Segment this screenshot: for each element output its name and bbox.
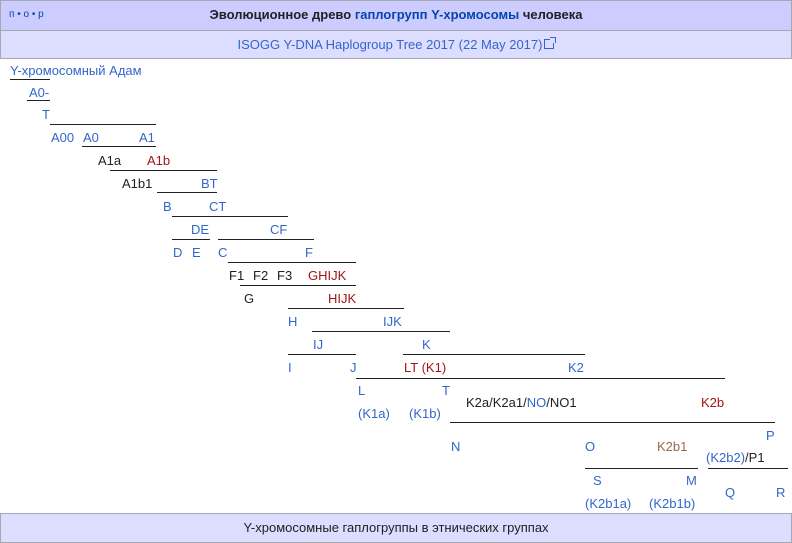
discuss-link[interactable]: о bbox=[23, 9, 30, 20]
node-a1b1: A1b1 bbox=[122, 176, 153, 191]
tree-line bbox=[192, 216, 288, 217]
navbox-subheader: ISOGG Y-DNA Haplogroup Tree 2017 (22 May… bbox=[0, 31, 792, 59]
tree-line bbox=[110, 170, 217, 171]
tree-line bbox=[450, 422, 775, 423]
node-j[interactable]: J bbox=[350, 360, 357, 375]
node-k2b2: (K2b2)/P1 bbox=[706, 450, 765, 465]
navbox-title: Эволюционное древо гаплогрупп Y-хромосом… bbox=[209, 7, 583, 22]
node-ghijk[interactable]: GHIJK bbox=[308, 268, 347, 283]
node-h[interactable]: H bbox=[288, 314, 298, 329]
node-p[interactable]: P bbox=[766, 428, 775, 443]
node-b[interactable]: B bbox=[163, 199, 172, 214]
tree-line bbox=[240, 285, 356, 286]
node-k2b1a: (K2b1a) bbox=[585, 496, 632, 511]
node-ijk[interactable]: IJK bbox=[383, 314, 402, 329]
node-a1b[interactable]: A1b bbox=[147, 153, 171, 168]
node-n[interactable]: N bbox=[451, 439, 461, 454]
node-f[interactable]: F bbox=[305, 245, 313, 260]
node-l[interactable]: L bbox=[358, 383, 366, 398]
tree-line bbox=[172, 239, 210, 240]
node-f1: F1 bbox=[229, 268, 245, 283]
node-k1b: (K1b) bbox=[409, 406, 441, 421]
node-i[interactable]: I bbox=[288, 360, 292, 375]
ethnic-groups-link[interactable]: Y-хромосомные гаплогруппы в этнических г… bbox=[243, 520, 549, 535]
node-o[interactable]: O bbox=[585, 439, 596, 454]
node-t0[interactable]: T bbox=[42, 107, 50, 122]
tree-line bbox=[10, 79, 50, 80]
node-d[interactable]: D bbox=[173, 245, 183, 260]
tree-line bbox=[157, 192, 217, 193]
node-c[interactable]: C bbox=[218, 245, 228, 260]
node-de[interactable]: DE bbox=[191, 222, 210, 237]
tree-line bbox=[708, 468, 788, 469]
vte-links: п • о • р bbox=[9, 9, 44, 20]
node-g: G bbox=[244, 291, 255, 306]
tree-line bbox=[27, 100, 50, 101]
node-bt[interactable]: BT bbox=[201, 176, 218, 191]
node-ij[interactable]: IJ bbox=[313, 337, 324, 352]
node-ct[interactable]: CT bbox=[209, 199, 227, 214]
isogg-tree-link[interactable]: ISOGG Y-DNA Haplogroup Tree 2017 (22 May… bbox=[238, 37, 557, 52]
node-k2b1[interactable]: K2b1 bbox=[657, 439, 688, 454]
node-f3: F3 bbox=[277, 268, 293, 283]
tree-line bbox=[82, 146, 156, 147]
node-hijk[interactable]: HIJK bbox=[328, 291, 357, 306]
node-t[interactable]: T bbox=[442, 383, 450, 398]
external-link-icon bbox=[544, 37, 557, 49]
node-k[interactable]: K bbox=[422, 337, 431, 352]
tree-line bbox=[356, 378, 725, 379]
node-m[interactable]: M bbox=[686, 473, 697, 488]
node-k2a: K2a/K2a1/NO/NO1 bbox=[466, 395, 577, 410]
haplogroup-tree: Y-хромосомный Адам A0- T A00 A0 A1 A1a A… bbox=[0, 60, 792, 513]
node-e[interactable]: E bbox=[192, 245, 201, 260]
tree-line bbox=[288, 354, 356, 355]
node-k2[interactable]: K2 bbox=[568, 360, 584, 375]
node-f2: F2 bbox=[253, 268, 269, 283]
node-k2b1b: (K2b1b) bbox=[649, 496, 696, 511]
node-y-adam[interactable]: Y-хромосомный Адам bbox=[10, 63, 142, 78]
navbox-header: п • о • р Эволюционное древо гаплогрупп … bbox=[0, 0, 792, 31]
node-q[interactable]: Q bbox=[725, 485, 736, 500]
node-lt-k1[interactable]: LT (K1) bbox=[404, 360, 447, 375]
node-a0[interactable]: A0 bbox=[83, 130, 99, 145]
node-r[interactable]: R bbox=[776, 485, 786, 500]
node-a00[interactable]: A00 bbox=[51, 130, 75, 145]
node-cf[interactable]: CF bbox=[270, 222, 288, 237]
tree-line bbox=[312, 331, 450, 332]
node-a0-minus[interactable]: A0- bbox=[29, 85, 50, 100]
tree-line bbox=[50, 124, 156, 125]
node-a1[interactable]: A1 bbox=[139, 130, 155, 145]
tree-line bbox=[585, 468, 698, 469]
tree-line bbox=[403, 354, 585, 355]
tree-line bbox=[288, 308, 404, 309]
node-s[interactable]: S bbox=[593, 473, 602, 488]
node-k1a: (K1a) bbox=[358, 406, 390, 421]
tree-line bbox=[218, 239, 314, 240]
tree-line bbox=[228, 262, 356, 263]
node-k2b[interactable]: K2b bbox=[701, 395, 725, 410]
edit-link[interactable]: р bbox=[38, 9, 44, 20]
navbox-footer: Y-хромосомные гаплогруппы в этнических г… bbox=[0, 513, 792, 543]
title-link[interactable]: гаплогрупп Y-хромосомы bbox=[354, 7, 520, 22]
node-no[interactable]: NO bbox=[526, 395, 547, 410]
node-a1a: A1a bbox=[98, 153, 122, 168]
view-link[interactable]: п bbox=[9, 9, 15, 20]
